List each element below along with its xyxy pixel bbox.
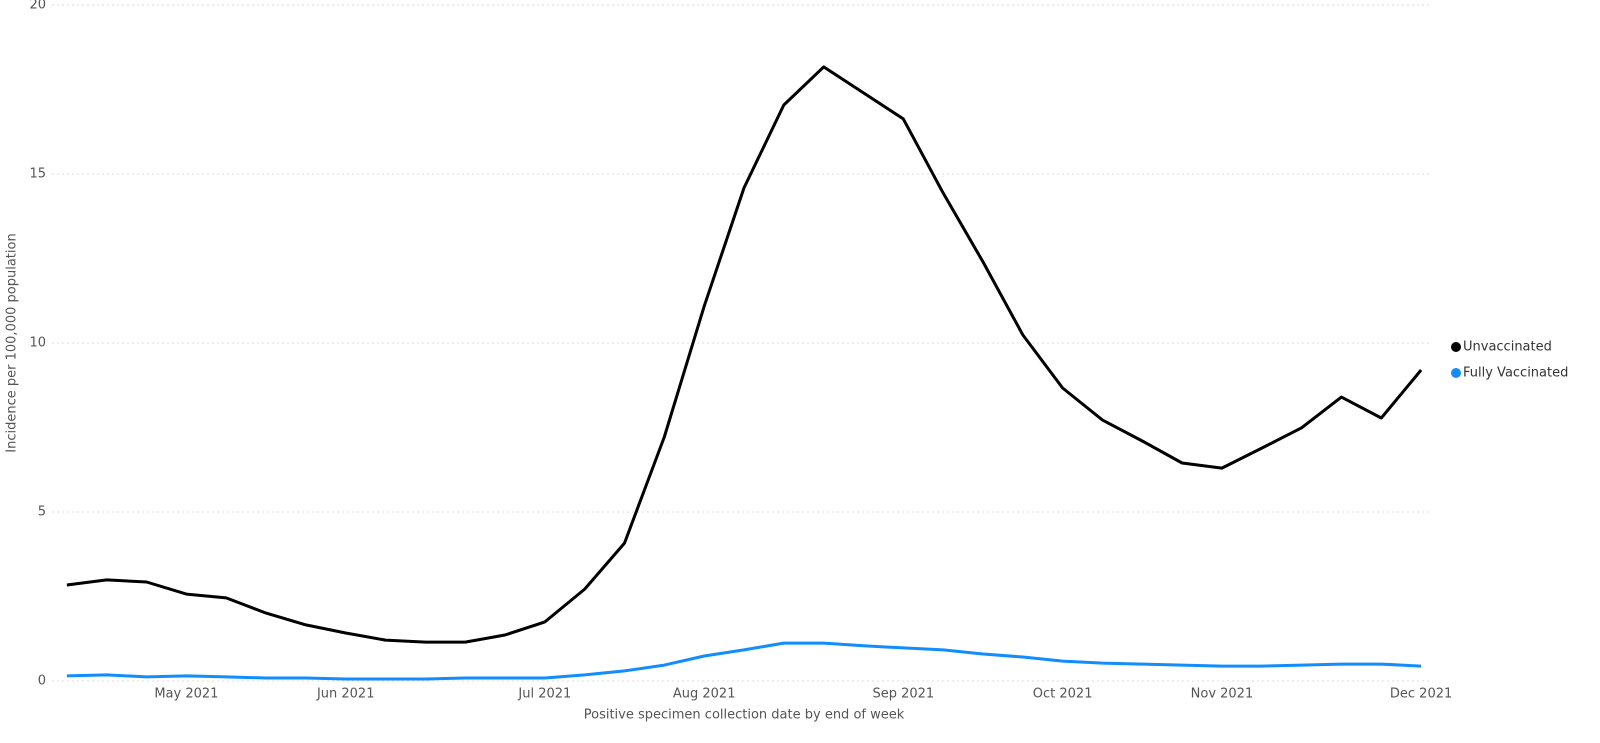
legend-label: Fully Vaccinated bbox=[1463, 366, 1568, 381]
y-axis-title: Incidence per 100,000 population bbox=[5, 233, 20, 452]
y-tick-label: 20 bbox=[29, 0, 46, 13]
y-tick-label: 15 bbox=[29, 167, 46, 182]
x-tick-label: Dec 2021 bbox=[1390, 687, 1452, 702]
x-tick-label: Jun 2021 bbox=[316, 687, 375, 702]
legend-marker bbox=[1451, 368, 1461, 378]
x-tick-label: Sep 2021 bbox=[872, 687, 934, 702]
x-tick-label: Aug 2021 bbox=[673, 687, 736, 702]
x-tick-label: Jul 2021 bbox=[517, 687, 571, 702]
x-tick-label: Oct 2021 bbox=[1033, 687, 1093, 702]
x-tick-label: May 2021 bbox=[154, 687, 218, 702]
x-tick-label: Nov 2021 bbox=[1191, 687, 1254, 702]
x-axis-title: Positive specimen collection date by end… bbox=[584, 708, 905, 723]
y-tick-label: 10 bbox=[29, 336, 46, 351]
y-tick-label: 0 bbox=[38, 674, 46, 689]
line bbox=[66, 641, 1422, 681]
legend-label: Unvaccinated bbox=[1463, 340, 1552, 355]
y-tick-label: 5 bbox=[38, 505, 46, 520]
legend-marker bbox=[1451, 342, 1461, 352]
line bbox=[66, 65, 1423, 644]
